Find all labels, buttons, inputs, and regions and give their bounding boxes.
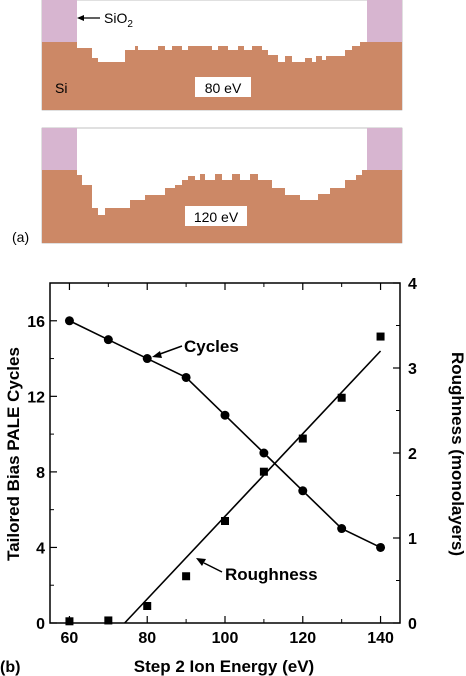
annotation-layer: Cycles Roughness <box>152 337 318 584</box>
panel-b-label: (b) <box>0 659 20 676</box>
x-tick-label: 140 <box>367 630 394 647</box>
si-substrate-top <box>42 42 402 110</box>
cycles-point <box>220 410 230 420</box>
roughness-point <box>259 467 268 476</box>
roughness-point <box>221 517 229 525</box>
roughness-point <box>65 617 74 626</box>
sio2-mask-right-bottom <box>367 128 402 170</box>
cycles-annotation: Cycles <box>184 337 239 356</box>
sio2-mask-left-bottom <box>42 128 77 170</box>
y2-tick-label: 3 <box>408 361 417 378</box>
energy-label-bottom: 120 eV <box>194 209 239 225</box>
sio2-mask-right-top <box>367 0 402 42</box>
roughness-point <box>298 434 307 443</box>
cycles-point <box>181 372 191 382</box>
y2-tick-label: 2 <box>408 446 417 463</box>
cycles-pointer-head <box>152 351 162 358</box>
energy-label-box-top <box>195 77 251 97</box>
y-tick-label: 16 <box>27 314 45 331</box>
sio2-label: SiO2 <box>104 10 133 30</box>
y2-tick-label: 1 <box>408 531 417 548</box>
roughness-pointer-head <box>196 558 206 566</box>
y2-tick-label: 0 <box>408 616 417 633</box>
y-tick-label: 4 <box>36 540 45 557</box>
roughness-annotation: Roughness <box>225 565 318 584</box>
panel-a-top: SiO2 Si 80 eV <box>41 0 403 111</box>
cycles-pointer-line <box>159 345 183 355</box>
roughness-point <box>376 332 385 341</box>
sio2-mask-left-top <box>42 0 77 42</box>
y-tick-label: 0 <box>36 616 45 633</box>
sio2-label-subscript: 2 <box>127 19 133 30</box>
x-tick-label: 60 <box>61 630 79 647</box>
x-tick-label: 80 <box>138 630 156 647</box>
panel-a-bottom: 120 eV <box>41 127 403 244</box>
cycles-point <box>298 486 308 496</box>
cycles-point <box>337 524 347 534</box>
y-axis-label-right: Roughness (monolayers) <box>448 352 466 556</box>
sio2-label-main: SiO <box>104 10 127 26</box>
y-axis-label-left: Tailored Bias PALE Cycles <box>4 347 23 561</box>
roughness-point <box>104 616 113 625</box>
cycles-point <box>64 316 74 326</box>
si-label: Si <box>55 80 67 96</box>
roughness-point <box>143 602 152 610</box>
x-tick-label: 100 <box>212 630 239 647</box>
panel-a-label: (a) <box>12 229 29 245</box>
roughness-pointer-line <box>203 562 223 573</box>
y-tick-label: 8 <box>36 465 45 482</box>
sio2-arrow-head <box>77 15 84 21</box>
cycles-point <box>142 354 152 364</box>
x-tick-label: 120 <box>289 630 316 647</box>
x-axis-label: Step 2 Ion Energy (eV) <box>134 657 314 676</box>
data-layer <box>64 316 386 626</box>
cycles-point <box>376 542 386 552</box>
cycles-point <box>103 335 113 345</box>
roughness-point <box>182 572 191 581</box>
energy-label-box-bottom <box>185 206 247 226</box>
y-tick-label: 12 <box>27 389 45 406</box>
roughness-point <box>337 393 346 402</box>
energy-label-top: 80 eV <box>205 80 242 96</box>
cycles-point <box>259 448 269 458</box>
y2-tick-label: 4 <box>408 276 417 293</box>
